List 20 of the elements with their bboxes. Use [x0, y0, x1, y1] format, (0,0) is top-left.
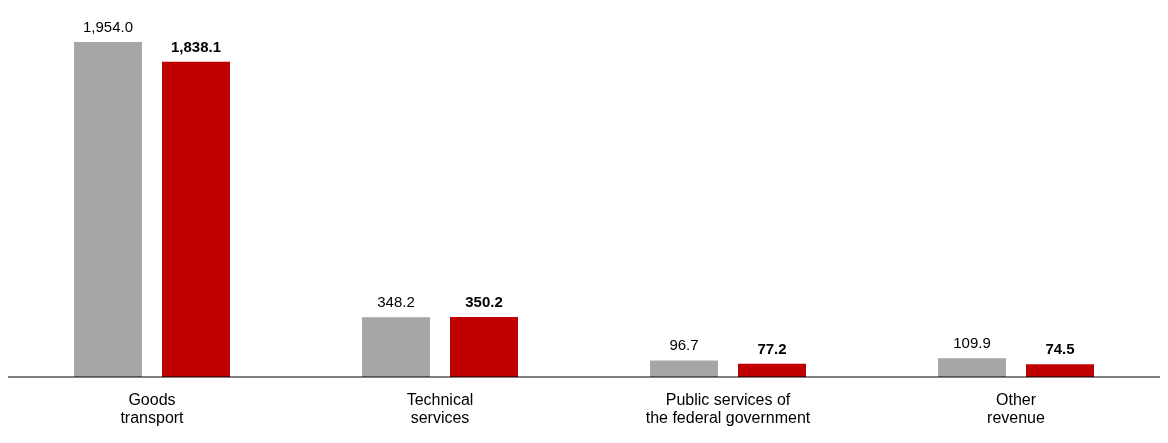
data-label: 109.9: [953, 334, 991, 352]
bar: [362, 317, 430, 377]
bar: [74, 42, 142, 377]
bar: [1026, 364, 1094, 377]
data-label: 1,838.1: [170, 37, 222, 55]
x-tick-label: Technical services: [406, 391, 474, 426]
bar: [650, 360, 718, 377]
data-label: 74.5: [1045, 340, 1075, 358]
data-label: 96.7: [669, 336, 699, 354]
bar: [450, 316, 518, 377]
data-label: 348.2: [377, 293, 415, 311]
data-label: 1,954.0: [82, 18, 134, 35]
data-label: 77.2: [757, 339, 787, 357]
bar: [738, 363, 806, 377]
x-tick-label: Goods transport: [120, 391, 185, 426]
x-tick-label: Public services of the federal government: [645, 391, 811, 426]
x-tick-label: Other revenue: [987, 391, 1046, 426]
bar: [162, 61, 230, 377]
bar: [938, 358, 1006, 377]
data-label: 350.2: [465, 292, 503, 310]
